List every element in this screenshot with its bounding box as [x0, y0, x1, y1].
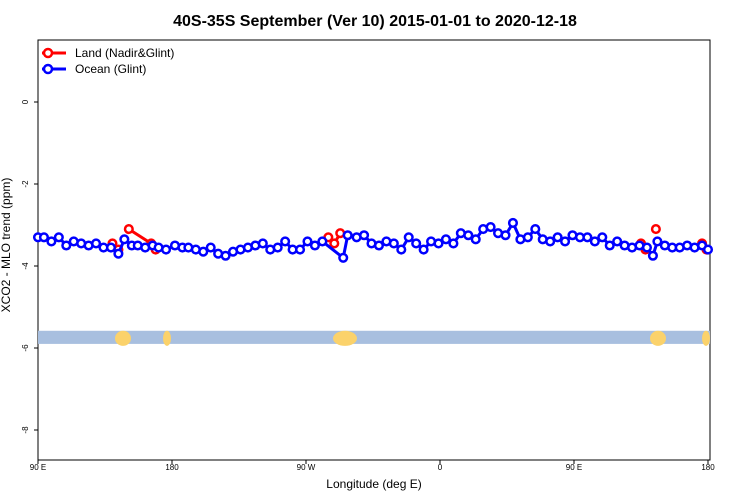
ocean-point	[205, 242, 216, 253]
x-tick-label: 90 E	[30, 463, 46, 472]
chart-title: 40S-35S September (Ver 10) 2015-01-01 to…	[173, 13, 577, 30]
land-patch	[115, 330, 131, 346]
legend: Land (Nadir&Glint) Ocean (Glint)	[42, 46, 174, 76]
ocean-point	[280, 236, 291, 247]
ocean-point	[507, 217, 519, 228]
ocean-point	[589, 236, 600, 247]
ocean-point	[342, 230, 353, 241]
ocean-point	[545, 236, 556, 247]
ocean-point	[61, 240, 72, 251]
ocean-point	[302, 236, 313, 247]
ocean-point	[647, 250, 658, 261]
x-axis-label: Longitude (deg E)	[326, 477, 421, 491]
ocean-point	[463, 230, 474, 241]
ocean-point	[272, 242, 283, 253]
x-tick-label: 180	[701, 463, 715, 472]
legend-ocean-label: Ocean (Glint)	[75, 62, 146, 76]
land-point	[123, 224, 134, 235]
ocean-point	[113, 248, 124, 259]
ocean-point	[403, 232, 414, 243]
ocean-point	[105, 242, 117, 253]
y-axis: 0 -2 -4 -6 -8	[21, 99, 38, 434]
ocean-point	[220, 250, 231, 261]
ocean-point	[46, 236, 57, 247]
land-patch	[650, 330, 666, 346]
ocean-point	[359, 230, 370, 241]
ocean-point	[119, 234, 130, 245]
land-point	[650, 224, 661, 235]
y-tick-label: 0	[21, 99, 30, 104]
ocean-point	[652, 236, 663, 247]
ocean-point	[433, 238, 444, 249]
x-tick-label: 180	[165, 463, 179, 472]
land-point	[329, 238, 340, 249]
y-tick-label: -2	[21, 180, 30, 188]
land-patch	[702, 330, 710, 346]
ocean-point	[470, 234, 481, 245]
x-tick-label: 90 E	[566, 463, 582, 472]
y-tick-label: -6	[21, 344, 30, 352]
ocean-point	[597, 232, 608, 243]
ocean-point	[160, 244, 172, 255]
ocean-point	[560, 236, 571, 247]
data-series	[32, 217, 714, 263]
ocean-point	[641, 242, 653, 253]
ocean-point	[418, 244, 429, 255]
y-tick-label: -4	[21, 262, 30, 270]
legend-ocean-marker	[42, 63, 54, 75]
land-patch	[163, 330, 171, 346]
ocean-point	[552, 232, 563, 243]
land-ocean-strip	[38, 330, 710, 346]
ocean-point	[53, 232, 64, 243]
ocean-point	[317, 236, 328, 247]
ocean-point	[38, 232, 50, 243]
y-axis-label: XCO2 - MLO trend (ppm)	[0, 178, 13, 313]
ocean-point	[440, 234, 452, 245]
ocean-point	[582, 232, 593, 243]
ocean-point	[448, 238, 459, 249]
x-axis: 90 E 180 90 W 0 90 E 180	[30, 460, 715, 472]
x-tick-label: 90 W	[297, 463, 316, 472]
ocean-point	[702, 244, 714, 255]
ocean-point	[485, 222, 496, 233]
land-patch	[333, 330, 357, 346]
legend-land-label: Land (Nadir&Glint)	[75, 46, 174, 60]
y-tick-label: -8	[21, 426, 30, 434]
legend-land-marker	[42, 47, 54, 59]
ocean-point	[388, 238, 399, 249]
ocean-point	[257, 238, 268, 249]
ocean-point	[612, 236, 623, 247]
ocean-point	[309, 240, 320, 251]
ocean-point	[198, 246, 209, 257]
ocean-point	[411, 238, 422, 249]
ocean-point	[396, 244, 407, 255]
ocean-point	[338, 252, 349, 263]
ocean-point	[373, 240, 385, 251]
x-tick-label: 0	[438, 463, 443, 472]
ocean-point	[522, 232, 533, 243]
ocean-point	[604, 240, 615, 251]
ocean-point	[294, 244, 306, 255]
ocean-band	[38, 330, 710, 344]
ocean-point	[91, 238, 102, 249]
ocean-point	[530, 224, 541, 235]
ocean-point	[500, 230, 511, 241]
